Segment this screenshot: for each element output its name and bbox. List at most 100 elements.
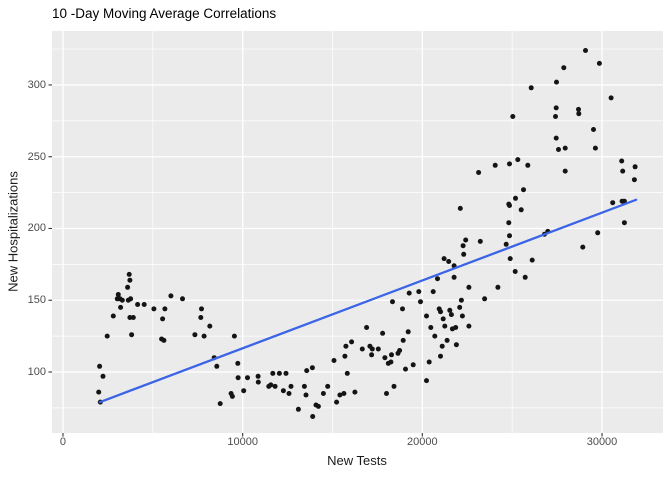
data-point: [309, 365, 315, 371]
data-point: [466, 323, 472, 329]
data-point: [320, 391, 326, 396]
data-point: [286, 391, 292, 396]
data-point: [135, 302, 141, 307]
y-tick-label: 250: [27, 150, 46, 163]
data-point: [522, 274, 528, 280]
data-point: [334, 399, 340, 405]
data-point: [476, 170, 482, 175]
data-point: [608, 95, 614, 101]
data-point: [438, 309, 443, 315]
data-point: [344, 370, 350, 376]
data-point: [418, 299, 423, 305]
data-point: [525, 162, 531, 168]
data-point: [100, 373, 106, 379]
data-point: [160, 316, 166, 322]
chart-title: 10 -Day Moving Average Correlations: [52, 6, 277, 21]
data-point: [96, 389, 102, 395]
data-point: [518, 207, 524, 213]
data-point: [276, 370, 282, 376]
data-point: [556, 147, 561, 152]
x-tick-label: 20000: [407, 436, 438, 448]
y-tick-label: 200: [27, 222, 46, 235]
data-point: [245, 375, 250, 381]
data-point: [451, 274, 457, 280]
data-point: [528, 85, 534, 91]
data-point: [235, 375, 241, 381]
data-point: [104, 333, 110, 339]
data-point: [448, 312, 454, 318]
data-point: [126, 271, 132, 277]
data-point: [459, 313, 465, 319]
data-point: [288, 383, 294, 389]
data-point: [576, 111, 582, 117]
data-point: [207, 323, 213, 329]
data-point: [301, 383, 307, 389]
x-tick-label: 0: [59, 436, 67, 448]
data-point: [453, 325, 459, 330]
data-point: [507, 233, 512, 239]
data-point: [129, 332, 135, 338]
data-point: [553, 114, 558, 119]
data-point: [304, 368, 310, 374]
data-point: [110, 313, 116, 319]
data-point: [325, 383, 331, 389]
data-point: [553, 105, 559, 111]
data-point: [447, 307, 453, 313]
y-axis-title: New Hospitalizations: [5, 171, 21, 292]
data-point: [458, 297, 464, 303]
data-point: [384, 391, 389, 396]
data-point: [369, 352, 375, 358]
data-point: [168, 293, 174, 299]
data-point: [515, 157, 521, 163]
data-point: [270, 370, 276, 376]
data-point: [424, 313, 429, 319]
data-point: [430, 289, 436, 295]
data-point: [507, 256, 513, 262]
data-point: [255, 379, 261, 385]
data-point: [127, 277, 133, 283]
data-point: [439, 343, 445, 349]
data-point: [341, 391, 347, 396]
data-point: [416, 289, 422, 295]
data-point: [438, 353, 443, 359]
data-point: [405, 329, 411, 335]
data-point: [255, 373, 261, 379]
data-point: [201, 333, 207, 339]
data-point: [441, 256, 447, 262]
data-point: [352, 389, 358, 395]
data-point: [432, 333, 438, 339]
data-point: [128, 296, 134, 302]
data-point: [406, 290, 412, 296]
data-point: [529, 257, 535, 263]
data-point: [562, 145, 568, 151]
data-point: [349, 339, 355, 345]
data-point: [382, 355, 388, 361]
trend-line: [98, 198, 638, 404]
data-point: [180, 296, 185, 302]
data-point: [553, 135, 559, 141]
data-point: [375, 346, 381, 352]
data-point: [272, 383, 278, 389]
data-point: [507, 203, 512, 208]
data-point: [446, 259, 452, 264]
data-point: [97, 363, 103, 369]
data-point: [466, 284, 472, 290]
data-point: [130, 315, 136, 320]
data-point: [283, 370, 289, 376]
data-point: [591, 127, 596, 132]
data-point: [198, 315, 204, 320]
data-point: [397, 348, 403, 353]
data-point: [506, 220, 512, 226]
x-tick-label: 30000: [586, 436, 618, 448]
data-point: [199, 306, 204, 312]
data-point: [268, 382, 274, 388]
data-point: [428, 325, 434, 330]
data-point: [315, 403, 321, 409]
data-point: [512, 269, 518, 274]
data-point: [620, 168, 626, 174]
data-point: [310, 414, 316, 419]
data-point: [453, 342, 459, 348]
data-point: [380, 330, 386, 336]
data-point: [115, 292, 121, 297]
